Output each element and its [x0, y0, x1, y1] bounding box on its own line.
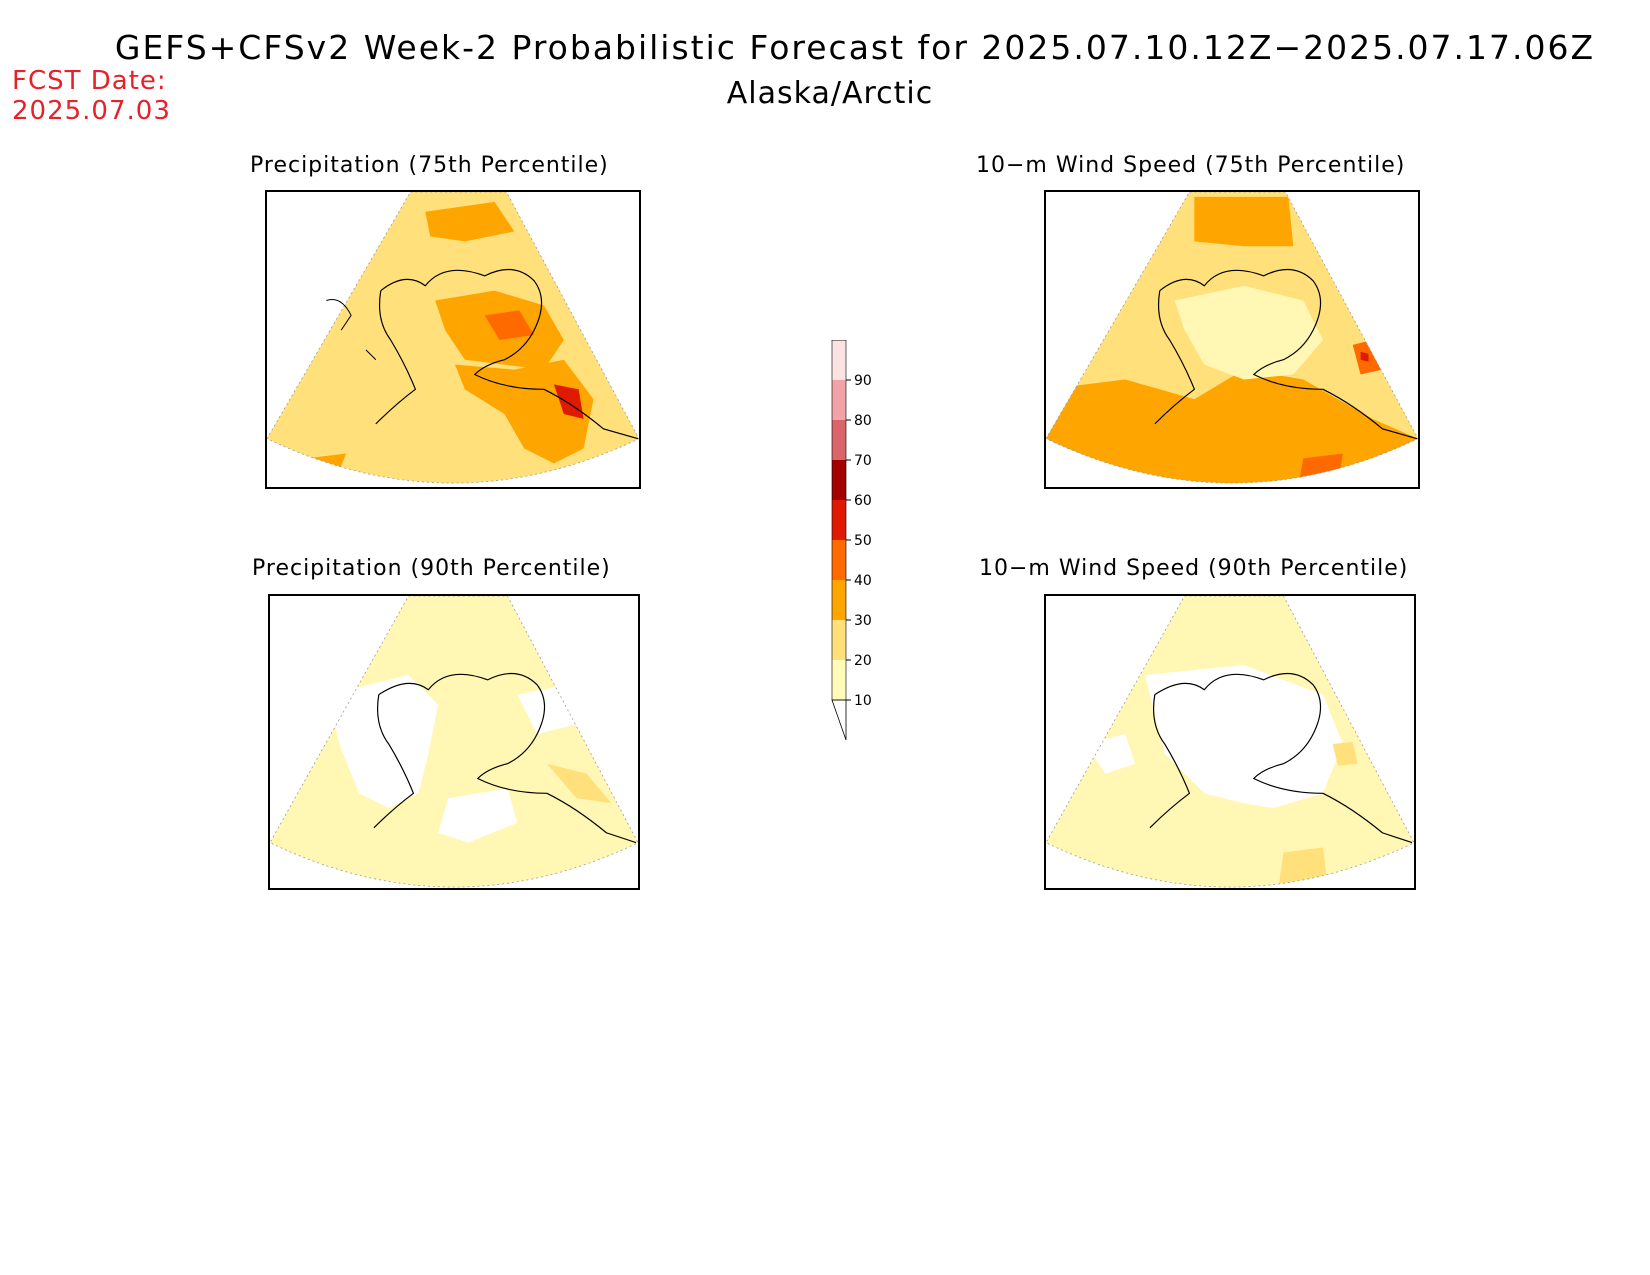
map-wind-90 [1046, 596, 1414, 888]
coastline [1154, 269, 1418, 440]
coastline [373, 673, 637, 844]
coastline [375, 269, 639, 440]
prob-area-panhandle [553, 384, 584, 419]
colorbar-label-40: 40 [854, 573, 872, 589]
colorbar-label-30: 30 [854, 613, 872, 629]
prob-area-gulf-east [1278, 847, 1328, 888]
prob-area-interior [1174, 285, 1324, 380]
prob-area-gulf-core [1298, 453, 1343, 484]
prob-area-interior [1144, 665, 1343, 809]
map-wind-75 [1046, 192, 1418, 484]
map-panel-precip-75 [265, 190, 641, 489]
colorbar-label-60: 60 [854, 493, 872, 509]
colorbar-label-90: 90 [854, 373, 872, 389]
map-panel-wind-75 [1044, 190, 1420, 489]
forecast-date-label: FCST Date: [12, 66, 167, 96]
panel-title-wind-75: 10−m Wind Speed (75th Percentile) [976, 153, 1406, 178]
prob-area-north [425, 201, 515, 242]
colorbar-segment-60 [832, 460, 846, 500]
colorbar: 10 20 30 40 50 60 70 80 90 [826, 299, 886, 741]
prob-area-southeast-core [1360, 351, 1369, 362]
forecast-date-value: 2025.07.03 [12, 96, 171, 126]
panel-title-precip-90: Precipitation (90th Percentile) [252, 556, 611, 581]
colorbar-label-80: 80 [854, 413, 872, 429]
colorbar-svg: 10 20 30 40 50 60 70 80 90 [831, 299, 872, 741]
map-panel-wind-90 [1044, 594, 1416, 890]
map-precip-75 [267, 192, 639, 484]
colorbar-label-10: 10 [854, 693, 872, 709]
prob-area-gulf-gap [438, 788, 518, 843]
panel-title-precip-75: Precipitation (75th Percentile) [250, 153, 609, 178]
region-title: Alaska/Arctic [726, 76, 934, 111]
coastline [1149, 673, 1413, 844]
grid-boundary [1046, 596, 1414, 888]
grid-boundary [1046, 192, 1418, 484]
grid-boundary [267, 192, 639, 484]
prob-area-interior-west [329, 674, 439, 809]
coastline-siberia [326, 299, 377, 361]
colorbar-label-50: 50 [854, 533, 872, 549]
map-panel-precip-90 [268, 594, 640, 890]
colorbar-segment-10 [832, 660, 846, 700]
prob-area-coast [546, 763, 612, 804]
prob-area-interior-core [484, 310, 535, 340]
colorbar-label-70: 70 [854, 453, 872, 469]
colorbar-segment-20 [832, 620, 846, 660]
colorbar-label-20: 20 [854, 653, 872, 669]
panel-title-wind-90: 10−m Wind Speed (90th Percentile) [979, 556, 1409, 581]
colorbar-bottom-triangle [831, 699, 847, 741]
base-fill [270, 596, 638, 888]
colorbar-border [831, 339, 847, 701]
forecast-date: FCST Date: 2025.07.03 [12, 66, 171, 126]
grid-boundary [270, 596, 638, 888]
colorbar-segment-80 [832, 380, 846, 420]
colorbar-segment-30 [832, 580, 846, 620]
colorbar-segment-90 [832, 340, 846, 380]
map-precip-90 [270, 596, 638, 888]
colorbar-segment-50 [832, 500, 846, 540]
colorbar-segment-70 [832, 420, 846, 460]
main-title: GEFS+CFSv2 Week-2 Probabilistic Forecast… [114, 28, 1596, 67]
colorbar-segment-40 [832, 540, 846, 580]
prob-area-spot [1332, 742, 1358, 766]
prob-area-north [1194, 196, 1294, 247]
